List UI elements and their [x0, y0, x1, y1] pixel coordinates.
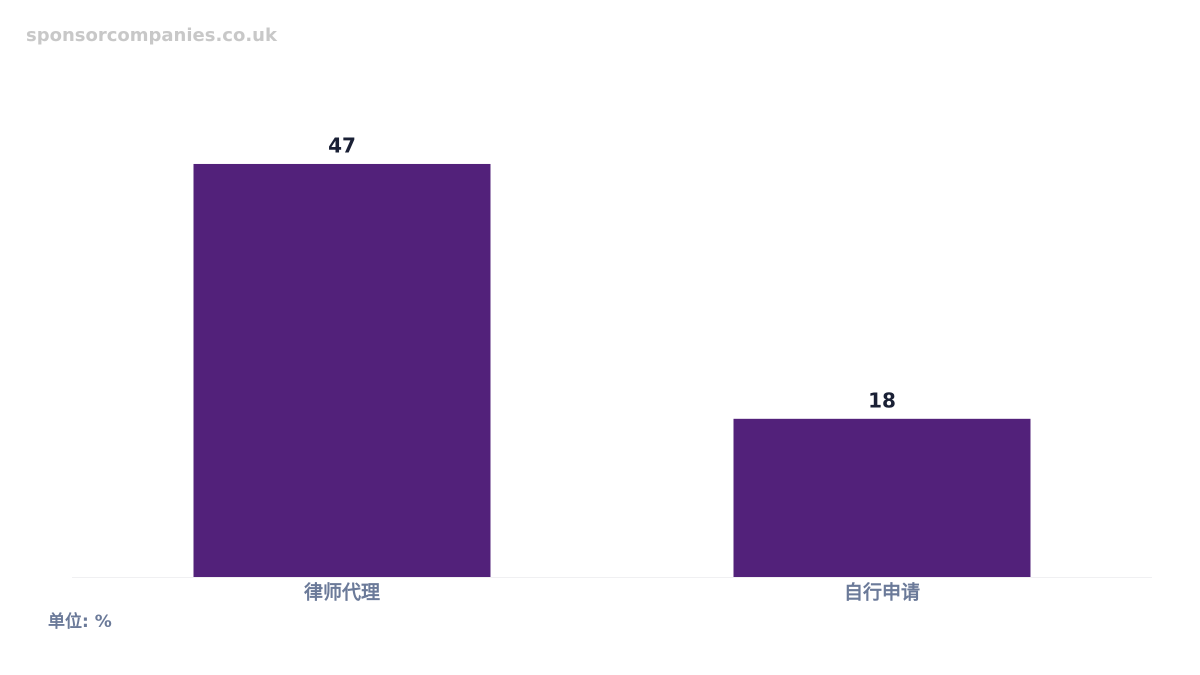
data-label: 18 [868, 388, 896, 412]
watermark: sponsorcompanies.co.uk [26, 25, 278, 46]
data-label: 47 [328, 133, 356, 157]
bar [193, 163, 491, 578]
x-tick-label: 律师代理 [303, 581, 380, 604]
bar [733, 418, 1031, 577]
x-tick-label: 自行申请 [844, 581, 920, 604]
unit-label: 单位: % [48, 611, 112, 632]
